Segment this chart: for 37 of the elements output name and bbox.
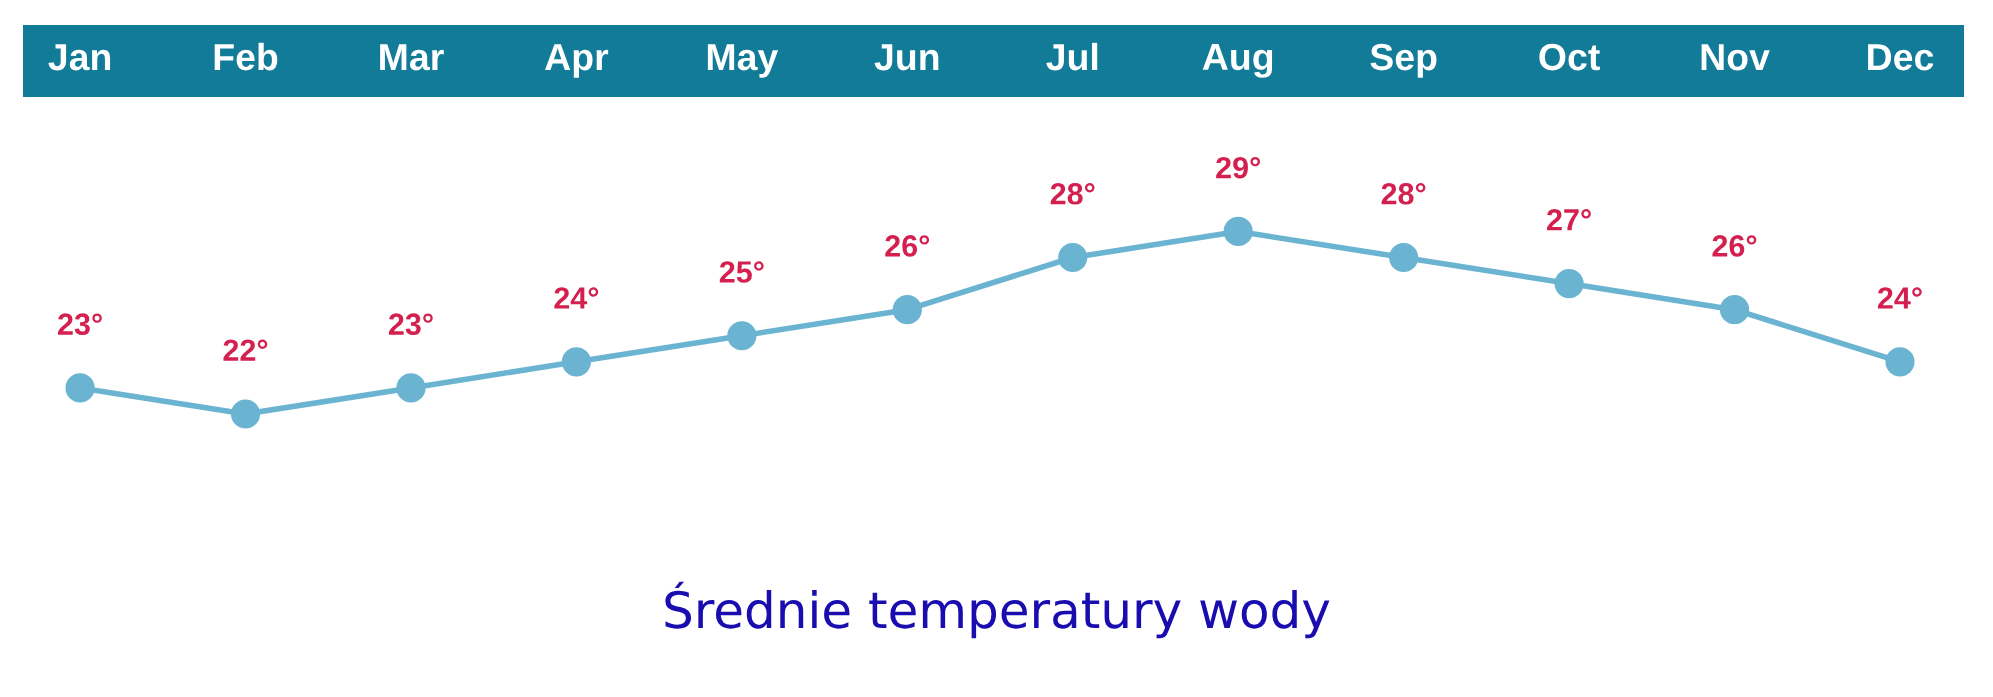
data-label: 23° [388, 313, 433, 336]
data-label: 25° [719, 261, 764, 283]
x-tick-label: Aug [1202, 44, 1273, 78]
point [1058, 242, 1088, 273]
x-tick-label: May [707, 44, 779, 78]
data-label: 28° [1050, 182, 1095, 205]
data-label: 23° [58, 313, 102, 336]
x-tick-label: Feb [214, 42, 278, 71]
point [65, 373, 95, 403]
point [561, 347, 591, 377]
point [1554, 268, 1584, 299]
x-tick-label: Apr [545, 44, 609, 78]
point [892, 295, 922, 325]
point [230, 399, 261, 429]
point [1719, 295, 1750, 325]
x-tick-label: Mar [380, 44, 444, 71]
data-label: 22° [223, 339, 268, 361]
x-tick-label: Nov [1701, 44, 1770, 71]
point [727, 321, 757, 351]
point [1223, 216, 1253, 247]
data-label: 24° [554, 287, 599, 309]
point [1885, 347, 1915, 377]
data-label: 26° [1712, 235, 1757, 257]
point [396, 373, 426, 403]
data-label: 24° [1877, 287, 1922, 309]
text: Średnie temperatury wody [665, 581, 1330, 639]
x-tick-label: Jul [1046, 42, 1098, 71]
point [1389, 242, 1419, 273]
x-tick-label: Oct [1539, 43, 1600, 71]
data-label: 28° [1381, 182, 1426, 205]
x-tick-label: Jan [48, 44, 111, 71]
data-label: 27° [1547, 209, 1591, 231]
data-label: 29° [1216, 156, 1260, 179]
data-label: 26° [885, 235, 930, 257]
x-tick-label: Jun [874, 44, 939, 71]
x-tick-label: Dec [1868, 44, 1934, 71]
x-tick-label: Sep [1370, 43, 1437, 78]
